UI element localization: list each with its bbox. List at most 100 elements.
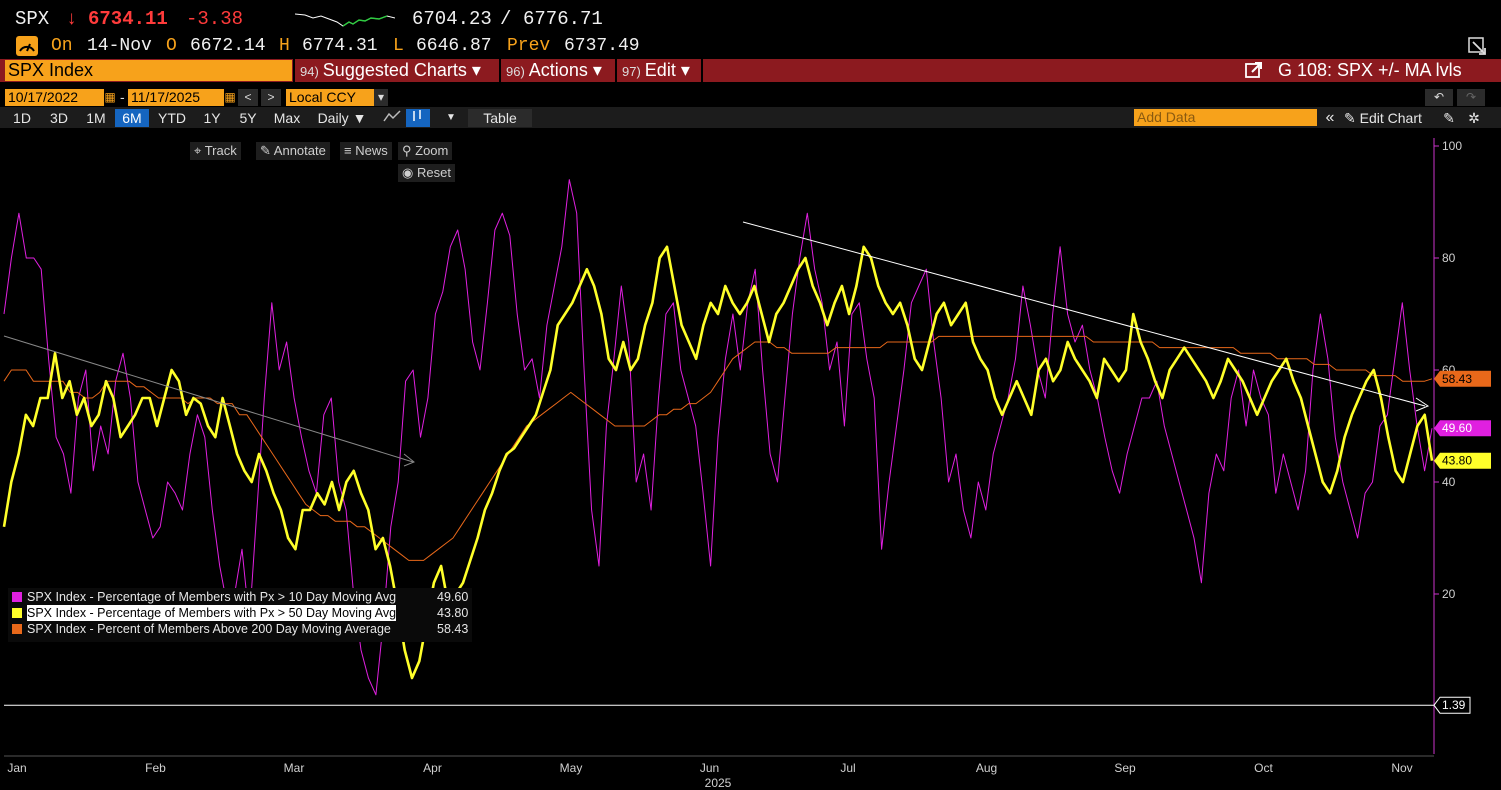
command-bar: SPX Index 94) Suggested Charts ▾ 96) Actio…: [0, 59, 1501, 82]
start-date-field[interactable]: 10/17/2022: [5, 89, 104, 106]
menu-number: 96): [506, 64, 525, 79]
currency-select[interactable]: Local CCY: [286, 89, 374, 106]
trendline: [742, 221, 1426, 407]
reset-label: Reset: [416, 165, 451, 180]
period-max[interactable]: Max: [273, 110, 301, 126]
x-tick-label: Jul: [840, 761, 855, 775]
menu-label: Actions ▾: [528, 60, 602, 80]
period-6m[interactable]: 6M: [115, 109, 149, 127]
redo-icon[interactable]: ↷: [1457, 89, 1485, 106]
suggested-charts-menu[interactable]: 94) Suggested Charts ▾: [300, 59, 481, 82]
legend-item[interactable]: SPX Index - Percentage of Members with P…: [12, 589, 468, 605]
sparkline-icon: [295, 13, 395, 27]
on-label: On: [51, 36, 73, 56]
last-value-text: 58.43: [1442, 372, 1472, 386]
zoom-tool[interactable]: ⚲ Zoom: [398, 142, 453, 160]
next-period-button[interactable]: >: [261, 89, 281, 106]
divider: [701, 59, 703, 82]
legend-label: SPX Index - Percent of Members Above 200…: [27, 622, 391, 636]
series-lines: [2, 179, 1434, 696]
chevron-down-icon[interactable]: ▼: [446, 112, 456, 123]
legend-item[interactable]: SPX Index - Percent of Members Above 200…: [12, 621, 468, 637]
hline-tag: [1433, 696, 1471, 714]
menu-label: Suggested Charts ▾: [322, 60, 481, 80]
trendline-arrow-icon: [403, 453, 415, 467]
last-price: 6734.11: [88, 8, 168, 30]
period-1y[interactable]: 1Y: [203, 110, 221, 126]
menu-label: Edit ▾: [644, 60, 690, 80]
date-separator: -: [120, 89, 125, 105]
legend-value: 49.60: [437, 590, 469, 604]
quote-date: 14-Nov: [87, 36, 152, 56]
quote-header: SPX ↓ 6734.11 -3.38 6704.23 / 6776.71: [0, 8, 1501, 34]
x-tick-label: Mar: [284, 761, 305, 775]
calendar-icon[interactable]: ▦: [224, 89, 236, 106]
y-tick-label: 80: [1442, 251, 1456, 265]
divider: [615, 59, 617, 82]
calendar-icon[interactable]: ▦: [104, 89, 116, 106]
chart-settings-icon[interactable]: ✎: [1443, 110, 1455, 126]
end-date-field[interactable]: 11/17/2025: [128, 89, 224, 106]
period-3d[interactable]: 3D: [50, 110, 68, 126]
chart-canvas[interactable]: 100806040200JanFebMarAprMayJunJulAugSepO…: [0, 128, 1501, 790]
period-1m[interactable]: 1M: [86, 110, 106, 126]
bar-chart-icon[interactable]: [406, 109, 430, 127]
legend-value: 43.80: [437, 606, 469, 620]
low-value: 6646.87: [416, 36, 492, 56]
legend-item[interactable]: SPX Index - Percentage of Members with P…: [12, 605, 468, 621]
period-5y[interactable]: 5Y: [239, 110, 257, 126]
legend-swatch: [12, 592, 22, 602]
prev-period-button[interactable]: <: [238, 89, 258, 106]
period-1d[interactable]: 1D: [13, 110, 31, 126]
last-value-text: 43.80: [1442, 454, 1472, 468]
news-icon: ≡: [344, 143, 356, 158]
series-line-2: [3, 335, 1433, 561]
collapse-icon[interactable]: «: [1325, 109, 1335, 126]
chart-title: G 108: SPX +/- MA lvls: [1278, 60, 1462, 80]
down-arrow-icon: ↓: [66, 8, 78, 30]
edit-chart-label: Edit Chart: [1359, 110, 1422, 126]
period-ytd[interactable]: YTD: [158, 110, 186, 126]
legend-label: SPX Index - Percentage of Members with P…: [27, 590, 397, 604]
undo-icon[interactable]: ↶: [1425, 89, 1453, 106]
x-tick-label: Oct: [1254, 761, 1273, 775]
legend-swatch: [12, 624, 22, 634]
x-tick-label: Jan: [7, 761, 26, 775]
track-tool[interactable]: ⌖ Track: [190, 142, 241, 160]
hline-value: 1.39: [1442, 698, 1466, 712]
axes: 100806040200JanFebMarAprMayJunJulAugSepO…: [4, 138, 1462, 790]
table-button[interactable]: Table: [468, 109, 532, 127]
actions-menu[interactable]: 96) Actions ▾: [506, 59, 602, 82]
trendline-arrow-icon: [1415, 397, 1430, 412]
pencil-icon: ✎: [260, 143, 274, 158]
line-chart-icon[interactable]: [380, 109, 404, 127]
open-value: 6672.14: [190, 36, 266, 56]
magnifier-icon: ⚲: [402, 143, 416, 158]
legend-swatch: [12, 608, 22, 618]
edit-menu[interactable]: 97) Edit ▾: [622, 59, 690, 82]
last-value-tag: [1434, 420, 1491, 437]
security-field[interactable]: SPX Index: [5, 60, 292, 81]
x-tick-label: Sep: [1114, 761, 1136, 775]
legend-value: 58.43: [437, 622, 469, 636]
range-sep: /: [500, 8, 512, 30]
annotate-tool[interactable]: ✎ Annotate: [256, 142, 330, 160]
speedometer-icon: [16, 36, 38, 56]
series-line-1: [2, 245, 1434, 680]
popout-icon[interactable]: [1467, 36, 1489, 56]
add-data-input[interactable]: Add Data: [1134, 109, 1317, 126]
high-label: H: [279, 36, 290, 56]
last-value-text: 49.60: [1442, 421, 1472, 435]
x-tick-label: May: [560, 761, 583, 775]
news-tool[interactable]: ≡ News: [340, 142, 392, 160]
edit-chart-button[interactable]: ✎ Edit Chart: [1344, 109, 1436, 127]
chevron-down-icon[interactable]: ▾: [374, 89, 388, 106]
launch-icon[interactable]: [1244, 61, 1264, 80]
reset-tool[interactable]: ◉ Reset: [398, 164, 455, 182]
x-axis-year-label: 2025: [705, 776, 732, 790]
gear-icon[interactable]: ✲: [1468, 110, 1480, 126]
crosshair-icon: ⌖: [194, 143, 205, 158]
last-value-labels: 58.43 49.60 43.80 1.39: [1433, 370, 1491, 714]
frequency-select[interactable]: Daily ▼: [317, 110, 367, 126]
high-value: 6774.31: [302, 36, 378, 56]
